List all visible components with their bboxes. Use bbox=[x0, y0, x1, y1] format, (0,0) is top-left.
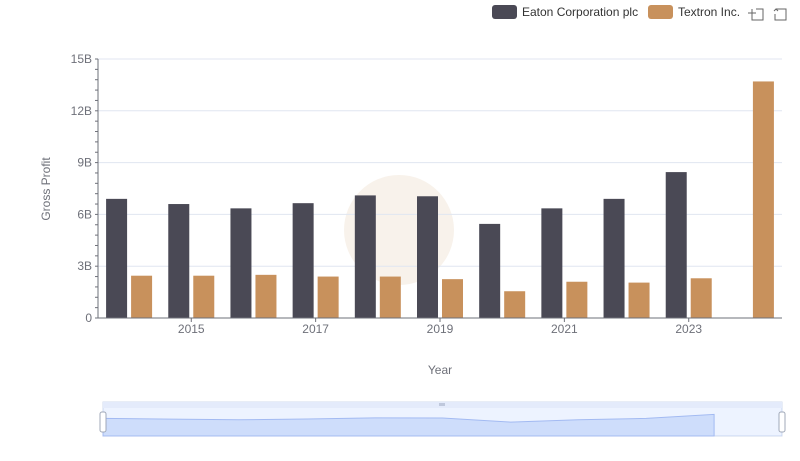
bar-eaton-2019[interactable] bbox=[417, 196, 438, 318]
legend-item-textron[interactable]: Textron Inc. bbox=[648, 5, 740, 19]
bar-textron-2020[interactable] bbox=[504, 291, 526, 318]
bar-textron-2021[interactable] bbox=[566, 281, 588, 318]
bar-textron-2024[interactable] bbox=[752, 81, 774, 319]
y-tick-label: 15B bbox=[71, 52, 92, 66]
y-tick-label: 6B bbox=[77, 207, 92, 221]
data-zoom-preview-area bbox=[102, 413, 715, 437]
bar-eaton-2020[interactable] bbox=[479, 223, 501, 318]
bar-textron-2022[interactable] bbox=[628, 282, 650, 318]
bar-eaton-2022[interactable] bbox=[603, 198, 625, 318]
x-axis-title: Year bbox=[428, 363, 452, 377]
bar-textron-2014[interactable] bbox=[131, 275, 153, 318]
bar-eaton-2021[interactable] bbox=[541, 208, 563, 318]
axes bbox=[95, 58, 782, 322]
x-tick-label: 2015 bbox=[178, 322, 205, 336]
bar-textron-2015[interactable] bbox=[193, 275, 215, 318]
data-zoom-selection[interactable] bbox=[103, 408, 782, 436]
bar-textron-2023[interactable] bbox=[690, 278, 712, 318]
bar-eaton-2017[interactable] bbox=[292, 203, 314, 318]
legend: Eaton Corporation plc Textron Inc. bbox=[492, 5, 740, 19]
bar-eaton-2018[interactable] bbox=[354, 195, 376, 318]
data-zoom-slider[interactable] bbox=[99, 401, 786, 437]
restore-icon[interactable] bbox=[773, 8, 787, 21]
x-tick-label: 2023 bbox=[675, 322, 702, 336]
y-axis-title: Gross Profit bbox=[39, 157, 53, 221]
bar-textron-2019[interactable] bbox=[442, 279, 463, 318]
y-tick-label: 9B bbox=[77, 156, 92, 170]
bar-textron-2016[interactable] bbox=[255, 274, 277, 318]
x-tick-label: 2019 bbox=[427, 322, 454, 336]
y-tick-label: 0 bbox=[85, 311, 92, 325]
bar-eaton-2014[interactable] bbox=[106, 198, 128, 318]
y-tick-label: 12B bbox=[71, 104, 92, 118]
legend-label-eaton: Eaton Corporation plc bbox=[522, 5, 638, 19]
y-tick-labels: 0 3B 6B 9B 12B 15B bbox=[71, 52, 93, 325]
x-tick-labels: 2015 2017 2019 2021 2023 bbox=[178, 322, 702, 336]
x-tick-label: 2017 bbox=[302, 322, 329, 336]
zoom-icon[interactable] bbox=[748, 8, 764, 21]
bar-eaton-2023[interactable] bbox=[665, 172, 687, 318]
x-tick-label: 2021 bbox=[551, 322, 578, 336]
y-tick-label: 3B bbox=[77, 259, 92, 273]
legend-item-eaton[interactable]: Eaton Corporation plc bbox=[492, 5, 638, 19]
legend-label-textron: Textron Inc. bbox=[678, 5, 740, 19]
bar-textron-2018[interactable] bbox=[379, 276, 401, 318]
data-zoom-grip-icon[interactable] bbox=[439, 403, 445, 406]
bar-textron-2017[interactable] bbox=[317, 276, 339, 318]
bar-eaton-2016[interactable] bbox=[230, 208, 252, 318]
legend-swatch-eaton bbox=[492, 5, 517, 19]
data-zoom-handle-left[interactable] bbox=[99, 411, 107, 433]
data-zoom-handle-right[interactable] bbox=[778, 411, 786, 433]
bars bbox=[106, 81, 774, 319]
bar-eaton-2015[interactable] bbox=[168, 204, 190, 318]
legend-swatch-textron bbox=[648, 5, 673, 19]
